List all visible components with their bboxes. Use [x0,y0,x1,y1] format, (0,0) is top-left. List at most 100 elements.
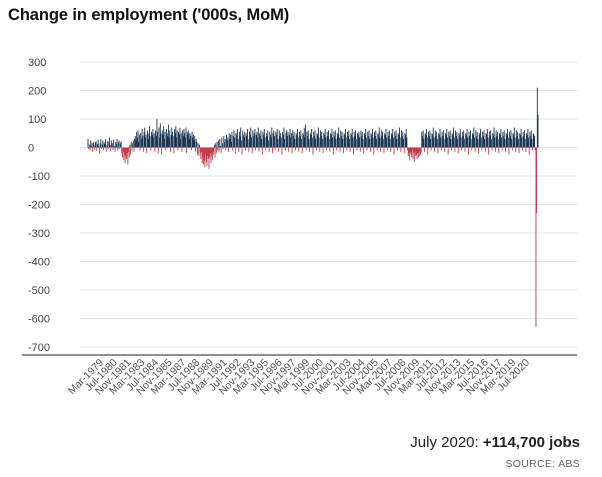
bar [234,137,236,148]
bar [133,147,135,152]
bar [113,139,115,148]
bar [106,145,108,148]
bar [124,147,126,164]
bar [194,147,196,152]
bar [115,144,117,148]
bar [489,136,491,148]
bar [228,133,230,148]
bar [105,138,107,148]
bar [246,136,248,148]
bar [432,134,434,148]
bar [428,131,429,148]
bar [429,130,431,148]
y-tick-label: -300 [28,228,50,240]
bar [363,133,365,148]
bar [97,139,99,148]
bar [503,130,505,148]
bar [218,147,220,152]
bar [191,131,193,148]
bar [436,138,438,148]
bar [328,130,329,148]
bar [211,147,213,161]
bar [131,147,133,151]
bar [259,136,261,148]
bar [409,147,411,152]
bar [490,138,492,148]
bar [147,138,149,148]
bar [235,133,237,148]
bar [92,147,94,152]
bar [468,131,470,148]
bar [350,133,352,148]
bar [519,133,521,148]
bar [151,131,152,148]
bar [343,133,345,148]
bar [534,136,536,148]
bar [458,133,460,148]
bar [294,138,296,148]
bar [134,138,136,148]
bar [284,147,286,151]
bar [445,134,447,148]
bar [455,136,457,148]
bar [297,128,298,148]
bar [430,138,432,148]
bar [214,147,216,158]
bar [491,147,493,151]
bar [162,134,164,148]
bar [109,147,111,151]
bar [297,137,299,148]
bar [440,147,442,151]
bar [205,147,207,155]
bar [313,131,315,148]
bar [226,140,228,148]
bar [477,138,479,148]
bar [274,147,276,151]
bar [361,136,363,148]
bar [388,130,390,148]
bar [426,137,428,148]
bar [267,130,269,148]
bar [306,131,308,148]
bar [453,127,454,148]
bar [298,147,300,152]
bar [401,136,403,148]
bar [415,147,417,155]
bar [403,138,404,148]
bar [130,147,132,155]
bar [186,147,188,154]
bar [192,134,194,148]
bar [115,141,117,148]
bar [361,131,363,148]
bar [121,147,123,154]
bar [357,134,359,148]
bar [340,136,342,148]
bar [333,131,335,148]
bar [219,138,221,148]
bar [434,130,436,148]
bar [144,137,146,148]
bar [226,134,227,148]
bar [255,134,257,148]
bar [400,147,402,152]
bar [315,138,317,148]
y-tick-label: 100 [28,114,46,126]
bar [104,144,106,148]
bar [410,147,412,155]
bar [383,147,385,154]
bar [170,134,172,148]
bar [128,147,130,158]
bar [422,136,423,148]
bar [365,137,367,148]
bar [530,130,532,148]
bar [463,130,465,148]
bar [444,147,446,152]
bar [394,136,396,148]
bar [284,138,286,148]
bar [136,137,138,148]
bar [356,147,358,151]
bar [109,137,111,148]
bar [449,130,451,148]
bar [406,137,408,148]
bar [242,134,244,148]
